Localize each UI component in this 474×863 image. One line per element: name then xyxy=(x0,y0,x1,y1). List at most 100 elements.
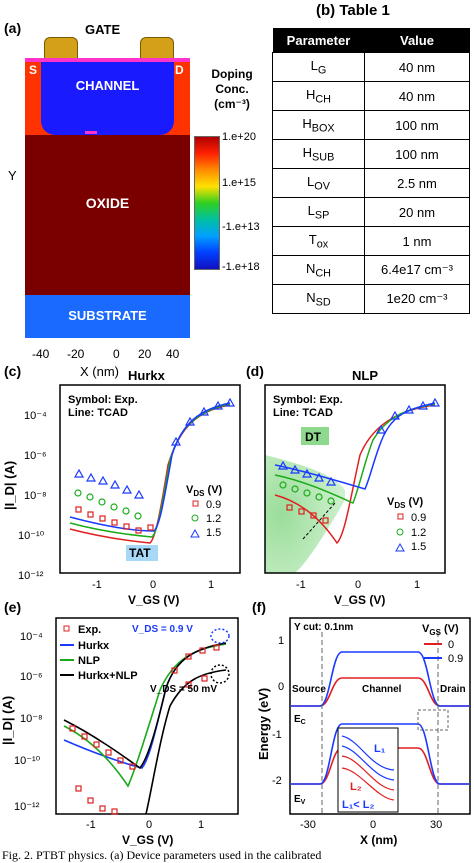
curves-e xyxy=(63,642,227,815)
exp-point xyxy=(87,511,94,518)
figure-caption: Fig. 2. PTBT physics. (a) Device paramet… xyxy=(2,848,322,862)
source-label: S xyxy=(29,63,38,77)
exp-point xyxy=(313,472,325,482)
exp-point xyxy=(325,476,337,486)
exp-point xyxy=(121,484,133,494)
param-subscript: SD xyxy=(315,296,331,309)
param-symbol: H xyxy=(305,86,316,102)
exp-point xyxy=(147,524,154,531)
y-axis-label-e: |I_D| (A) xyxy=(0,696,15,745)
y-tick: 10⁻¹² xyxy=(18,570,44,582)
exp-point xyxy=(87,797,94,804)
param-symbol: L xyxy=(307,202,315,218)
gate-oxide-strip xyxy=(25,58,190,62)
value-cell: 1e20 cm⁻³ xyxy=(363,284,471,314)
table-row: LG 40 nm xyxy=(272,52,471,82)
plot-frame xyxy=(59,384,241,574)
exp-point xyxy=(73,468,85,478)
legend-item: 1.5 xyxy=(206,527,221,539)
param-subscript: CH xyxy=(315,93,331,106)
tat-tag: TAT xyxy=(129,546,151,560)
panel-c-label: (c) xyxy=(4,363,21,379)
exp-point xyxy=(201,675,208,682)
param-subscript: OV xyxy=(314,180,330,193)
legend-item: 1.5 xyxy=(411,541,426,553)
x-tick: 40 xyxy=(166,347,180,361)
legend-item: 0.9 xyxy=(448,653,463,665)
panel-e-plot: V_DS = 0.9 V V_DS = 50 mV Exp. Hurkx NLP… xyxy=(55,617,239,815)
x-tick: 20 xyxy=(138,347,152,361)
panels-c-to-f: (c) Hurkx Symbol: Exp. Line: TCAD xyxy=(0,363,471,847)
exp-point xyxy=(81,733,88,740)
exp-point xyxy=(134,512,142,520)
param-cell: NCH xyxy=(272,255,365,285)
exp-point xyxy=(75,785,82,792)
annotation: Line: TCAD xyxy=(273,407,333,419)
ev-vgs09-line xyxy=(290,723,470,785)
x-ticks-e: -1 0 1 xyxy=(86,819,204,831)
value-cell: 2.5 nm xyxy=(363,168,471,198)
vds-high-marker xyxy=(210,628,230,644)
param-symbol: N xyxy=(306,289,316,305)
exp-point xyxy=(213,644,220,651)
x-tick: 0 xyxy=(113,347,120,361)
x-ticks-f: -30 0 30 xyxy=(300,819,442,831)
dt-region xyxy=(265,455,345,573)
x-tick: 0 xyxy=(370,819,376,831)
exp-point xyxy=(109,479,121,489)
y-tick: 10⁻⁴ xyxy=(24,410,47,422)
exp-point xyxy=(122,507,130,515)
legend-marker xyxy=(397,513,404,520)
colorbar-title-line: (cm⁻³) xyxy=(214,97,250,111)
exp-symbols-c xyxy=(73,397,236,534)
x-tick: 0 xyxy=(150,579,156,591)
table-row: LOV 2.5 nm xyxy=(272,168,471,198)
legend-title: VGS (V) xyxy=(422,623,459,637)
panel-d-label: (d) xyxy=(246,363,264,379)
value-cell: 40 nm xyxy=(363,52,471,82)
exp-point xyxy=(184,416,196,426)
x-ticks-d: -1 0 1 xyxy=(296,579,420,591)
exp-point xyxy=(327,497,335,505)
exp-point xyxy=(291,485,299,493)
table-row: Tox 1 nm xyxy=(272,226,471,256)
exp-point xyxy=(74,489,82,497)
legend-item: 1.2 xyxy=(206,513,221,525)
exp-point xyxy=(85,472,97,482)
colorbar-title: Doping Conc. (cm⁻³) xyxy=(202,67,262,112)
x-tick: 0 xyxy=(355,579,361,591)
colorbar-tick: 1.e+15 xyxy=(222,177,256,189)
drain-label: D xyxy=(175,63,184,77)
legend-item: 0.9 xyxy=(411,512,426,524)
exp-symbols-d xyxy=(277,397,441,524)
table-row: NSD 1e20 cm⁻³ xyxy=(272,284,471,314)
inset-zoom-box xyxy=(417,709,449,731)
channel-label: CHANNEL xyxy=(75,78,140,93)
substrate-label: SUBSTRATE xyxy=(68,308,147,323)
oxide-region xyxy=(25,135,190,295)
exp-point xyxy=(310,512,317,519)
hurkx-nlp-line xyxy=(63,642,227,770)
colorbar-tick: -1.e+13 xyxy=(222,221,260,233)
panel-c-plot: Symbol: Exp. Line: TCAD xyxy=(59,384,241,574)
param-cell: HCH xyxy=(272,81,365,111)
ycut-label: Y cut: 0.1nm xyxy=(294,622,353,633)
table-row: HCH 40 nm xyxy=(272,81,471,111)
tat-tag-bg xyxy=(126,545,158,561)
x-tick: -30 xyxy=(300,819,316,831)
x-axis-label-d: V_GS (V) xyxy=(334,593,385,607)
param-symbol: N xyxy=(305,260,316,276)
region-label: Source xyxy=(292,684,326,695)
y-tick: 10⁻⁶ xyxy=(24,450,47,462)
y-tick: 1 xyxy=(278,635,284,647)
plot-frame xyxy=(289,617,471,815)
x-axis-label-f: X (nm) xyxy=(360,833,397,847)
y-ticks-f: 1 0 -1 -2 xyxy=(272,635,284,787)
vds-low-marker xyxy=(210,664,230,684)
x-axis-label: X (nm) xyxy=(80,364,119,379)
param-symbol: L xyxy=(310,57,318,73)
panel-d-title: NLP xyxy=(352,368,378,383)
inset-label: L₁ xyxy=(374,743,386,755)
y-tick: 0 xyxy=(278,681,284,693)
colorbar-title-line: Doping xyxy=(211,67,253,81)
